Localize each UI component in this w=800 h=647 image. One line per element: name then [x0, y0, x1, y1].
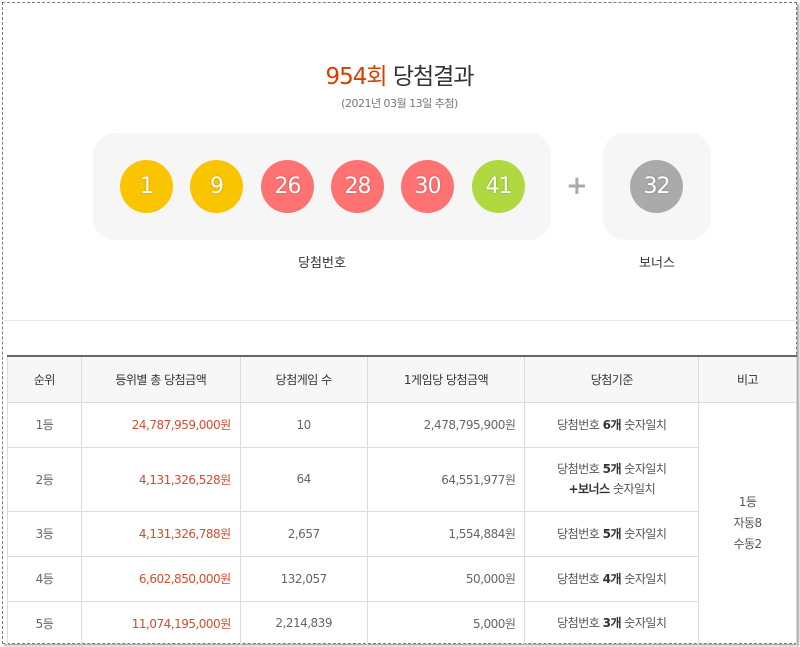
col-header-total-prize: 등위별 총 당첨금액 — [80, 355, 241, 403]
col-header-winner-count: 당첨게임 수 — [239, 355, 368, 403]
table-row: 3등 4,131,326,788원 2,657 1,554,884원 당첨번호 … — [7, 510, 797, 557]
draw-date: (2021년 03월 13일 추첨) — [341, 97, 458, 110]
prize-per-game-cell: 50,000원 — [366, 555, 526, 602]
draw-result-section: 954회 당첨결과 (2021년 03월 13일 추첨) 1 9 26 28 3… — [3, 3, 796, 321]
total-prize-cell: 6,602,850,000원 — [80, 555, 241, 602]
criteria-cell: 당첨번호 3개 숫자일치 — [524, 600, 700, 646]
winner-count-cell: 2,214,839 — [239, 600, 368, 646]
round-number: 954회 — [325, 64, 387, 90]
rank-cell: 1등 — [7, 401, 82, 448]
rank-cell: 3등 — [7, 510, 82, 557]
table-row: 5등 11,074,195,000원 2,214,839 5,000원 당첨번호… — [7, 600, 797, 646]
prize-per-game-cell: 5,000원 — [366, 600, 526, 646]
col-header-prize-per-game: 1게임당 당첨금액 — [366, 355, 526, 403]
prize-table: 순위 등위별 총 당첨금액 당첨게임 수 1게임당 당첨금액 당첨기준 비고 1… — [7, 355, 797, 646]
rank-cell: 5등 — [7, 600, 82, 646]
winning-ball-6: 41 — [472, 160, 525, 213]
bonus-number-box: 32 — [603, 133, 711, 240]
prize-per-game-cell: 64,551,977원 — [366, 446, 526, 512]
note-line: 수동2 — [733, 537, 762, 551]
note-cell: 1등 자동8 수동2 — [698, 401, 797, 646]
rank-cell: 4등 — [7, 555, 82, 602]
criteria-cell: 당첨번호 4개 숫자일치 — [524, 555, 700, 602]
col-header-rank: 순위 — [7, 355, 82, 403]
total-prize-cell: 4,131,326,528원 — [80, 446, 241, 512]
criteria-cell: 당첨번호 5개 숫자일치 — [524, 510, 700, 557]
col-header-criteria: 당첨기준 — [524, 355, 700, 403]
prize-per-game-cell: 2,478,795,900원 — [366, 401, 526, 448]
winning-ball-5: 30 — [401, 160, 454, 213]
winning-numbers-caption: 당첨번호 — [298, 256, 346, 271]
bonus-caption: 보너스 — [639, 256, 675, 271]
winning-ball-2: 9 — [190, 160, 243, 213]
page-title: 954회 당첨결과 — [3, 57, 796, 91]
col-header-note: 비고 — [698, 355, 797, 403]
title-suffix: 당첨결과 — [392, 64, 475, 90]
prize-per-game-cell: 1,554,884원 — [366, 510, 526, 557]
winning-ball-1: 1 — [120, 160, 173, 213]
winner-count-cell: 64 — [239, 446, 368, 512]
table-row: 1등 24,787,959,000원 10 2,478,795,900원 당첨번… — [7, 401, 797, 646]
rank-cell: 2등 — [7, 446, 82, 512]
criteria-cell: 당첨번호 6개 숫자일치 — [524, 401, 700, 448]
total-prize-cell: 4,131,326,788원 — [80, 510, 241, 557]
winning-ball-3: 26 — [261, 160, 314, 213]
note-line: 자동8 — [733, 516, 762, 530]
winning-ball-4: 28 — [331, 160, 384, 213]
table-header-row: 순위 등위별 총 당첨금액 당첨게임 수 1게임당 당첨금액 당첨기준 비고 — [7, 355, 797, 403]
total-prize-cell: 11,074,195,000원 — [80, 600, 241, 646]
table-row: 4등 6,602,850,000원 132,057 50,000원 당첨번호 4… — [7, 555, 797, 602]
plus-icon: + — [566, 171, 588, 201]
bonus-ball: 32 — [630, 160, 683, 213]
winning-numbers-box: 1 9 26 28 30 41 — [93, 133, 551, 240]
total-prize-cell: 24,787,959,000원 — [80, 401, 241, 448]
criteria-cell: 당첨번호 5개 숫자일치 +보너스 숫자일치 — [524, 446, 700, 512]
winner-count-cell: 2,657 — [239, 510, 368, 557]
note-line: 1등 — [738, 495, 757, 509]
winner-count-cell: 10 — [239, 401, 368, 448]
winner-count-cell: 132,057 — [239, 555, 368, 602]
table-row: 2등 4,131,326,528원 64 64,551,977원 당첨번호 5개… — [7, 446, 797, 512]
